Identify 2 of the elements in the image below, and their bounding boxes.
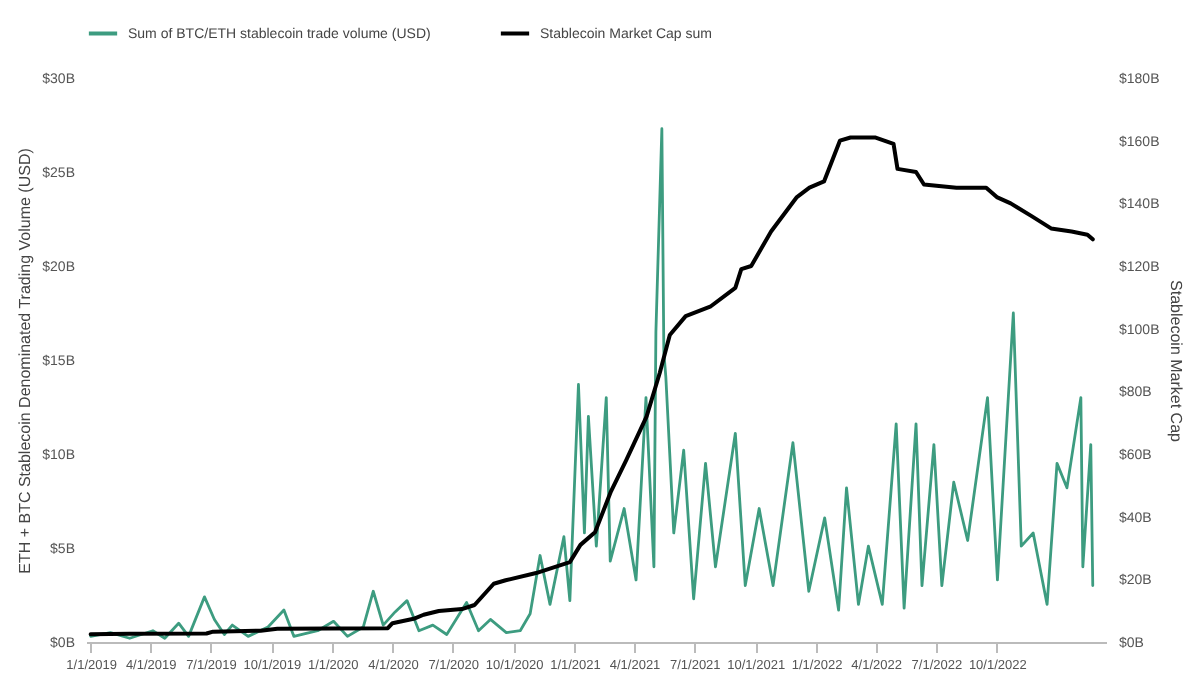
y2-axis-title: Stablecoin Market Cap bbox=[1167, 280, 1186, 444]
y-axis-title: ETH + BTC Stablecoin Denominated Trading Volume (USD) bbox=[16, 147, 35, 574]
